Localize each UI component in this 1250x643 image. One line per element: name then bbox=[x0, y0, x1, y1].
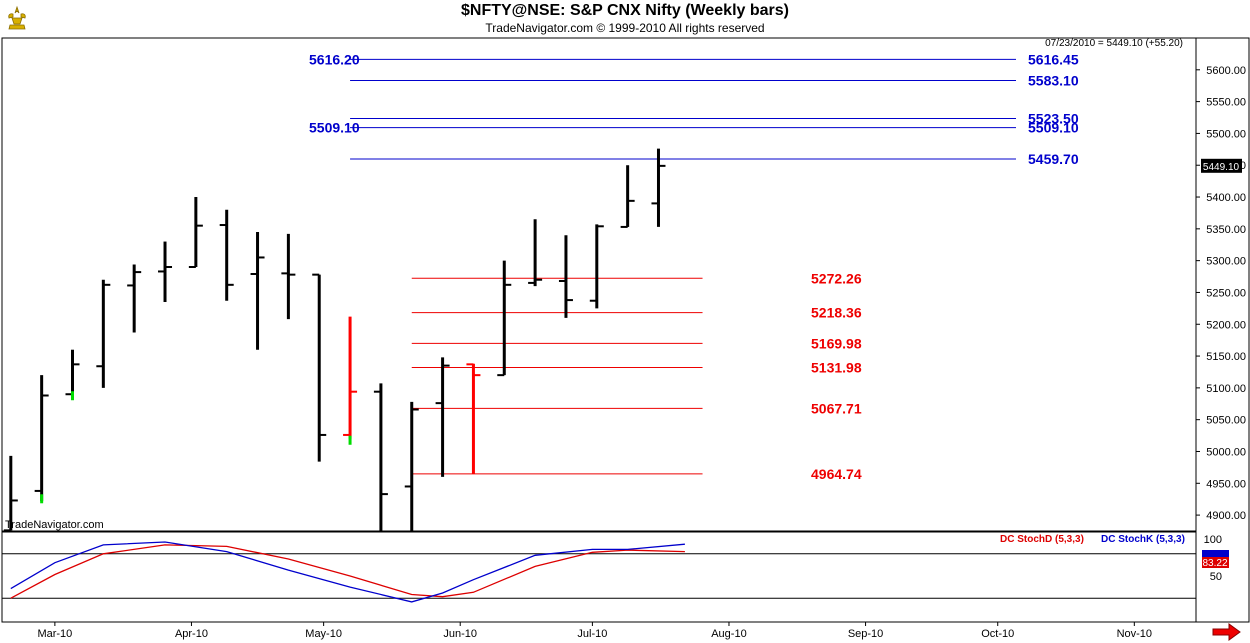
x-tick-label: Aug-10 bbox=[711, 628, 746, 640]
blue-level-label: 5616.45 bbox=[1028, 51, 1079, 67]
blue-left-level-label: 5509.10 bbox=[309, 120, 360, 136]
stoch-k-value-box bbox=[1202, 550, 1229, 557]
y-tick-label: 5100.00 bbox=[1206, 383, 1246, 395]
ohlc-bar bbox=[219, 209, 234, 301]
x-tick-label: Sep-10 bbox=[848, 628, 883, 640]
y-tick-label: 5300.00 bbox=[1206, 256, 1246, 268]
red-level-label: 5272.26 bbox=[811, 270, 862, 286]
x-tick-label: Jun-10 bbox=[443, 628, 477, 640]
ohlc-bar bbox=[312, 273, 327, 462]
ohlc-bar bbox=[435, 357, 450, 477]
y-tick-label: 4950.00 bbox=[1206, 478, 1246, 490]
y-tick-label: 5050.00 bbox=[1206, 415, 1246, 427]
blue-left-level-label: 5616.20 bbox=[309, 52, 360, 68]
red-level-label: 5169.98 bbox=[811, 335, 862, 351]
chart-title: $NFTY@NSE: S&P CNX Nifty (Weekly bars) bbox=[461, 2, 789, 19]
red-level-label: 5131.98 bbox=[811, 360, 862, 376]
blue-level-label: 5509.10 bbox=[1028, 120, 1079, 136]
blue-level-label: 5523.50 bbox=[1028, 110, 1079, 126]
ohlc-bar bbox=[158, 241, 173, 302]
y-tick-label: 5600.00 bbox=[1206, 65, 1246, 77]
x-tick-label: Nov-10 bbox=[1117, 628, 1152, 640]
price-panel-frame bbox=[1, 37, 1197, 532]
red-level-label: 5218.36 bbox=[811, 305, 862, 321]
y-tick-label: 5400.00 bbox=[1206, 192, 1246, 204]
ohlc-bar bbox=[558, 235, 573, 318]
ohlc-bar bbox=[373, 383, 388, 531]
y-tick-label: 5150.00 bbox=[1206, 351, 1246, 363]
ohlc-bar bbox=[281, 233, 296, 320]
blue-level-label: 5459.70 bbox=[1028, 151, 1079, 167]
x-tick-label: Apr-10 bbox=[175, 628, 208, 640]
last-value-readout: 07/23/2010 = 5449.10 (+55.20) bbox=[1045, 38, 1183, 49]
ohlc-bar bbox=[3, 455, 18, 532]
x-tick-label: Jul-10 bbox=[577, 628, 607, 640]
x-tick-label: May-10 bbox=[305, 628, 342, 640]
y-tick-label: 5250.00 bbox=[1206, 287, 1246, 299]
gold-ornament-icon bbox=[8, 5, 26, 30]
y-tick-label: 4900.00 bbox=[1206, 510, 1246, 522]
x-tick-label: Oct-10 bbox=[981, 628, 1014, 640]
x-tick-label: Mar-10 bbox=[37, 628, 72, 640]
blue-level-label: 5583.10 bbox=[1028, 73, 1079, 89]
ohlc-bar bbox=[343, 316, 358, 439]
oscillator-tick-label: 50 bbox=[1210, 571, 1222, 583]
ohlc-bar bbox=[589, 224, 604, 309]
ohlc-bar bbox=[96, 279, 111, 388]
oscillator-tick-label: 100 bbox=[1204, 534, 1222, 546]
y-tick-label: 5500.00 bbox=[1206, 128, 1246, 140]
stoch-d-line bbox=[10, 544, 685, 599]
stoch-d-value-box bbox=[1202, 557, 1229, 568]
watermark-label: TradeNavigator.com bbox=[5, 519, 104, 531]
ohlc-bar bbox=[250, 232, 265, 350]
y-tick-label: 5000.00 bbox=[1206, 446, 1246, 458]
y-tick-label: 5550.00 bbox=[1206, 97, 1246, 109]
last-price-label: 5449.10 bbox=[1203, 162, 1240, 173]
last-price-box bbox=[1201, 158, 1242, 173]
ohlc-bar bbox=[127, 264, 142, 333]
ohlc-bar bbox=[188, 197, 203, 269]
stoch-last-value-label: 83.22 bbox=[1202, 558, 1227, 569]
stoch-k-line bbox=[10, 541, 685, 603]
red-right-arrow-icon[interactable] bbox=[1212, 623, 1241, 641]
ohlc-bar bbox=[528, 219, 543, 287]
ohlc-bar bbox=[466, 363, 481, 474]
ohlc-bar bbox=[34, 375, 49, 502]
red-level-label: 4964.74 bbox=[811, 466, 862, 482]
red-level-label: 5067.71 bbox=[811, 400, 862, 416]
y-tick-label: 5200.00 bbox=[1206, 319, 1246, 331]
legend-stoch-d: DC StochD (5,3,3) bbox=[1000, 534, 1084, 545]
ohlc-bar bbox=[497, 260, 512, 377]
legend-stoch-k: DC StochK (5,3,3) bbox=[1101, 534, 1185, 545]
y-tick-label: 5350.00 bbox=[1206, 224, 1246, 236]
ohlc-bar bbox=[620, 165, 635, 228]
chart-subtitle: TradeNavigator.com © 1999-2010 All right… bbox=[485, 21, 765, 35]
ohlc-bar bbox=[651, 148, 666, 227]
ohlc-bar bbox=[404, 401, 419, 531]
